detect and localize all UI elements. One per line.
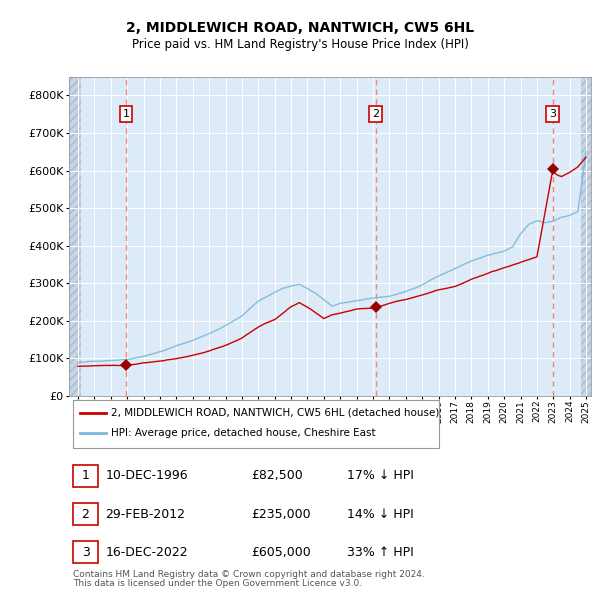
Bar (73, 465, 98, 487)
Text: £235,000: £235,000 (252, 507, 311, 520)
Text: £82,500: £82,500 (252, 470, 304, 483)
Bar (73, 400, 439, 448)
Text: Contains HM Land Registry data © Crown copyright and database right 2024.: Contains HM Land Registry data © Crown c… (73, 570, 425, 579)
Text: This data is licensed under the Open Government Licence v3.0.: This data is licensed under the Open Gov… (73, 579, 362, 588)
Text: HPI: Average price, detached house, Cheshire East: HPI: Average price, detached house, Ches… (111, 428, 376, 438)
Text: 3: 3 (549, 109, 556, 119)
Text: 3: 3 (82, 546, 89, 559)
Text: 16-DEC-2022: 16-DEC-2022 (106, 546, 188, 559)
Bar (69, 77, 81, 396)
Text: 1: 1 (82, 470, 89, 483)
Text: Price paid vs. HM Land Registry's House Price Index (HPI): Price paid vs. HM Land Registry's House … (131, 38, 469, 51)
Text: 2: 2 (82, 507, 89, 520)
Text: 2: 2 (372, 109, 379, 119)
Text: 17% ↓ HPI: 17% ↓ HPI (347, 470, 414, 483)
Text: 1: 1 (122, 109, 130, 119)
Text: 14% ↓ HPI: 14% ↓ HPI (347, 507, 414, 520)
Text: 2, MIDDLEWICH ROAD, NANTWICH, CW5 6HL: 2, MIDDLEWICH ROAD, NANTWICH, CW5 6HL (126, 21, 474, 35)
Text: £605,000: £605,000 (252, 546, 311, 559)
Bar (73, 542, 98, 563)
Bar (581, 77, 594, 396)
Text: 33% ↑ HPI: 33% ↑ HPI (347, 546, 414, 559)
Text: 29-FEB-2012: 29-FEB-2012 (106, 507, 185, 520)
Text: 10-DEC-1996: 10-DEC-1996 (106, 470, 188, 483)
Bar (73, 503, 98, 525)
Text: 2, MIDDLEWICH ROAD, NANTWICH, CW5 6HL (detached house): 2, MIDDLEWICH ROAD, NANTWICH, CW5 6HL (d… (111, 408, 439, 418)
